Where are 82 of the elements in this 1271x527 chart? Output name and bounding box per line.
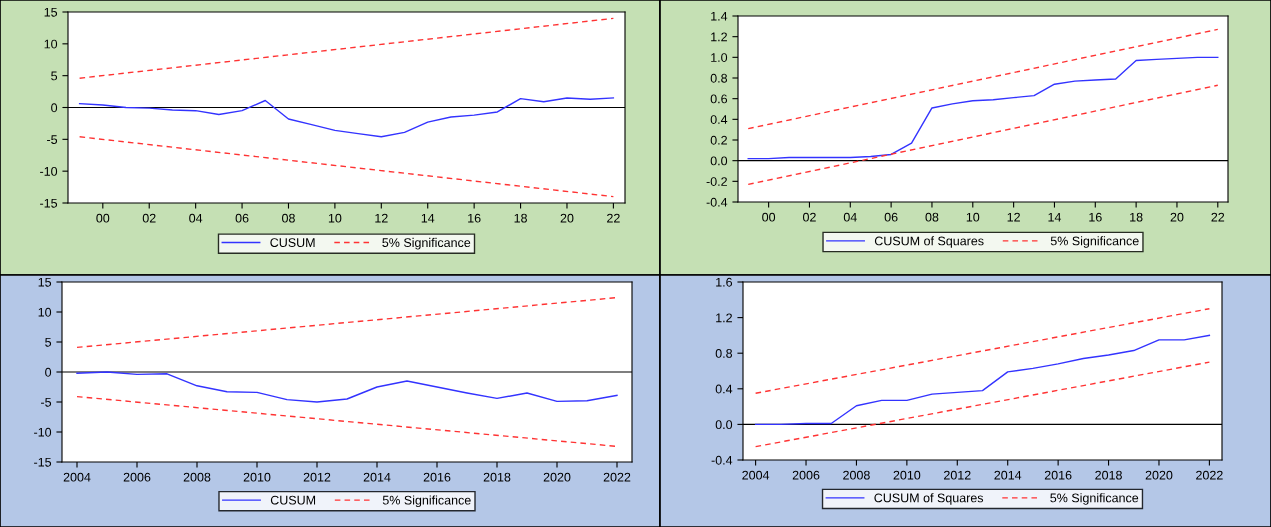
- y-tick-label: 0.4: [715, 384, 733, 394]
- legend-label: 5% Significance: [382, 495, 471, 508]
- y-tick-label: 1.4: [711, 11, 728, 21]
- x-tick-label: 20: [1170, 212, 1184, 222]
- x-tick-label: 2008: [183, 472, 211, 482]
- x-tick-label: 10: [328, 213, 342, 223]
- x-tick-label: 12: [1007, 212, 1020, 222]
- legend-label: 5% Significance: [1050, 493, 1139, 505]
- y-tick-label: 1.2: [716, 313, 732, 323]
- y-tick-label: 0: [45, 367, 52, 377]
- x-tick-label: 18: [1130, 212, 1143, 222]
- x-tick-label: 02: [142, 213, 156, 223]
- y-tick-label: 0.2: [710, 135, 727, 145]
- x-tick-label: 2022: [1196, 470, 1223, 480]
- legend-label: 5% Significance: [382, 237, 471, 250]
- x-tick-label: 2010: [243, 472, 271, 482]
- x-tick-label: 00: [96, 213, 110, 223]
- y-tick-label: 10: [44, 39, 58, 49]
- y-tick-label: -10: [34, 427, 52, 437]
- x-tick-label: 10: [966, 212, 980, 222]
- y-tick-label: 0.0: [715, 420, 733, 430]
- x-tick-label: 14: [1048, 212, 1062, 222]
- x-tick-label: 04: [843, 212, 857, 222]
- x-tick-label: 2016: [1044, 470, 1072, 480]
- y-tick-label: 0.8: [715, 349, 733, 358]
- x-tick-label: 08: [925, 212, 939, 222]
- y-tick-label: 15: [44, 7, 58, 17]
- y-tick-label: -0.4: [706, 197, 728, 207]
- x-tick-label: 2004: [63, 472, 91, 482]
- y-tick-label: -0.4: [711, 455, 733, 465]
- y-tick-label: -15: [34, 457, 52, 467]
- y-tick-label: 0: [51, 103, 58, 113]
- x-tick-label: 20: [560, 213, 574, 223]
- y-tick-label: -10: [40, 166, 58, 176]
- legend-label: CUSUM: [270, 495, 316, 505]
- y-tick-label: 1.2: [711, 32, 727, 42]
- x-tick-label: 2022: [603, 472, 631, 482]
- y-tick-label: 10: [38, 307, 52, 317]
- y-tick-label: 5: [51, 71, 58, 81]
- y-tick-label: 1.0: [711, 53, 728, 62]
- x-tick-label: 04: [189, 213, 203, 223]
- x-tick-label: 2012: [944, 470, 971, 480]
- x-tick-label: 06: [235, 213, 249, 223]
- legend-label: CUSUM: [270, 238, 315, 248]
- legend-label: CUSUM of Squares: [874, 236, 984, 248]
- x-tick-label: 08: [282, 213, 295, 223]
- x-tick-label: 2008: [843, 470, 870, 480]
- x-tick-label: 2018: [1095, 470, 1122, 480]
- y-tick-label: 1.6: [716, 277, 733, 287]
- x-tick-label: 06: [884, 212, 898, 222]
- legend-label: CUSUM of Squares: [874, 493, 984, 505]
- x-tick-label: 00: [762, 212, 776, 222]
- legend-label: 5% Significance: [1050, 236, 1139, 248]
- x-tick-label: 2004: [742, 470, 770, 480]
- x-tick-label: 22: [607, 213, 620, 223]
- y-tick-label: 5: [45, 337, 52, 347]
- y-tick-label: 0.4: [710, 115, 728, 124]
- x-tick-label: 2018: [483, 472, 511, 482]
- x-tick-label: 14: [421, 213, 435, 223]
- x-tick-label: 2014: [363, 472, 391, 482]
- x-tick-label: 16: [1089, 212, 1102, 222]
- x-tick-label: 2012: [303, 472, 331, 482]
- x-tick-label: 2010: [893, 470, 921, 480]
- y-tick-label: 0.0: [710, 156, 728, 166]
- y-tick-label: 15: [38, 277, 52, 287]
- x-tick-label: 2020: [1145, 470, 1173, 480]
- x-tick-label: 18: [514, 213, 527, 223]
- y-tick-label: -5: [41, 397, 52, 407]
- x-tick-label: 2006: [792, 470, 820, 480]
- x-tick-label: 2006: [123, 472, 151, 482]
- x-tick-label: 2016: [423, 472, 451, 482]
- x-tick-label: 02: [803, 212, 816, 222]
- x-tick-label: 2014: [994, 470, 1022, 480]
- x-tick-label: 16: [468, 213, 481, 223]
- y-tick-label: -15: [40, 198, 58, 208]
- y-tick-label: 0.8: [710, 73, 728, 83]
- x-tick-label: 2020: [543, 472, 571, 482]
- y-tick-label: -5: [47, 135, 58, 144]
- x-tick-label: 22: [1211, 212, 1225, 222]
- x-tick-label: 12: [375, 213, 388, 223]
- y-tick-label: -0.2: [706, 177, 727, 186]
- y-tick-label: 0.6: [710, 94, 728, 104]
